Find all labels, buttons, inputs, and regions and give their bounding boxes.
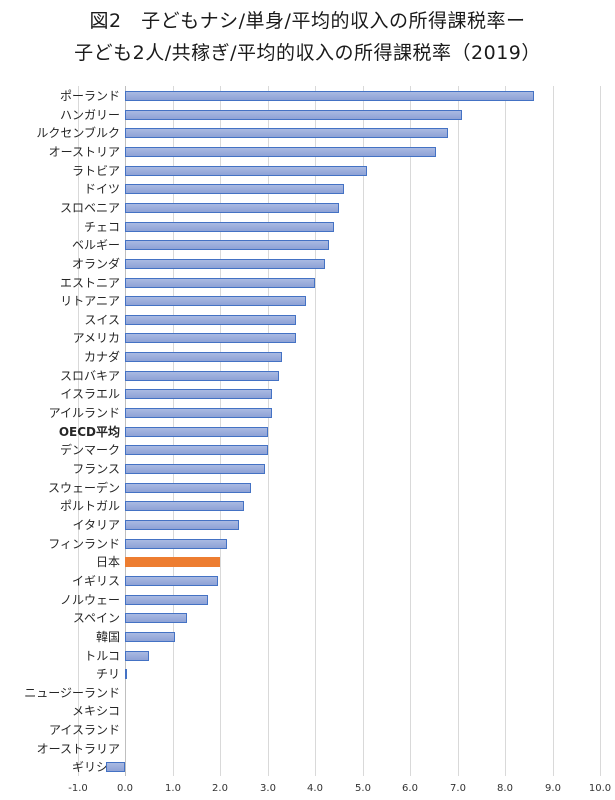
x-tick-label: 6.0 xyxy=(402,783,418,794)
bar xyxy=(125,333,296,344)
category-label: オーストリア xyxy=(48,144,120,159)
x-tick-label: 1.0 xyxy=(165,783,181,794)
category-label: OECD平均 xyxy=(58,424,120,439)
bar xyxy=(125,184,344,195)
category-label: ベルギー xyxy=(71,238,120,253)
x-tick-label: 4.0 xyxy=(307,783,323,794)
bar xyxy=(125,91,534,101)
bar xyxy=(125,650,149,661)
bar xyxy=(125,445,268,456)
x-tick-label: 9.0 xyxy=(545,783,561,794)
category-label: スペイン xyxy=(72,611,120,626)
bar xyxy=(125,146,437,157)
x-tick-label: 3.0 xyxy=(260,783,276,794)
x-tick-label: 8.0 xyxy=(497,783,513,794)
x-tick-label: 2.0 xyxy=(212,783,228,794)
gridline xyxy=(268,86,269,776)
category-label: オランダ xyxy=(71,256,120,271)
category-label: デンマーク xyxy=(59,443,120,458)
category-label: リトアニア xyxy=(60,294,120,309)
bar xyxy=(125,669,128,680)
gridline xyxy=(505,86,506,776)
bar xyxy=(125,109,463,120)
bar xyxy=(125,128,448,139)
bar xyxy=(125,240,330,251)
category-label: オーストラリア xyxy=(36,741,120,756)
bar xyxy=(125,370,280,381)
category-label: イスラエル xyxy=(60,387,120,402)
bar xyxy=(125,277,315,288)
gridline xyxy=(363,86,364,776)
category-label: エストニア xyxy=(59,275,120,290)
category-label: ルクセンブルク xyxy=(36,126,120,141)
category-label: ギリシャ xyxy=(71,760,120,775)
gridline xyxy=(600,86,601,776)
category-label: アイスランド xyxy=(48,723,120,738)
bar-highlight xyxy=(125,557,220,568)
bar xyxy=(125,258,325,269)
bar xyxy=(125,575,218,586)
x-tick-label: 5.0 xyxy=(355,783,371,794)
bar xyxy=(125,408,273,419)
category-label: チェコ xyxy=(83,219,120,234)
category-label: カナダ xyxy=(83,350,120,365)
gridline xyxy=(315,86,316,776)
x-tick-label: 0.0 xyxy=(117,783,133,794)
category-label: ラトビア xyxy=(71,163,120,178)
category-label: アメリカ xyxy=(72,331,120,346)
gridline xyxy=(78,86,79,776)
category-label: ハンガリー xyxy=(59,107,120,122)
bar xyxy=(125,538,228,549)
x-tick-label: -1.0 xyxy=(68,783,88,794)
bar xyxy=(125,352,282,363)
category-label: スロベニア xyxy=(59,200,120,215)
bar xyxy=(106,762,125,773)
bar xyxy=(125,389,273,400)
bar xyxy=(125,519,239,530)
category-label: スロバキア xyxy=(59,368,120,383)
chart-title-line-1: 図2 子どもナシ/単身/平均的収入の所得課税率ー xyxy=(89,10,526,32)
category-label: フランス xyxy=(72,462,120,476)
category-label: イギリス xyxy=(71,573,120,588)
bar xyxy=(125,501,244,512)
gridline xyxy=(553,86,554,776)
bar xyxy=(125,482,251,493)
x-tick-label: 7.0 xyxy=(450,783,466,794)
category-label: チリ xyxy=(95,667,120,682)
category-label: アイルランド xyxy=(48,406,120,421)
bar xyxy=(125,314,296,325)
category-label: ニュージーランド xyxy=(24,685,120,700)
x-tick-label: 10.0 xyxy=(588,783,612,794)
bar xyxy=(125,426,268,437)
category-label: メキシコ xyxy=(71,704,120,719)
bar xyxy=(125,165,368,176)
plot-area: ポーランドハンガリールクセンブルクオーストリアラトビアドイツスロベニアチェコベル… xyxy=(0,86,615,776)
bar xyxy=(125,464,266,474)
category-label: スイス xyxy=(84,312,120,327)
category-label: ポルトガル xyxy=(59,499,120,514)
category-label: ノルウェー xyxy=(59,592,120,607)
bar xyxy=(125,631,175,642)
bar xyxy=(125,202,339,213)
gridline xyxy=(410,86,411,776)
bar xyxy=(125,296,306,307)
category-label: ポーランド xyxy=(59,89,120,103)
category-label: 韓国 xyxy=(95,629,120,644)
category-label: ドイツ xyxy=(83,182,120,197)
category-label: 日本 xyxy=(95,555,120,570)
chart-title-line-2: 子ども2人/共稼ぎ/平均的収入の所得課税率（2019） xyxy=(74,42,541,64)
bar xyxy=(125,613,187,624)
category-label: トルコ xyxy=(84,648,120,663)
category-label: スウェーデン xyxy=(47,480,120,495)
gridline xyxy=(458,86,459,776)
category-label: フィンランド xyxy=(48,536,120,551)
category-label: イタリア xyxy=(72,517,120,532)
bar xyxy=(125,594,209,605)
bar xyxy=(125,221,334,232)
